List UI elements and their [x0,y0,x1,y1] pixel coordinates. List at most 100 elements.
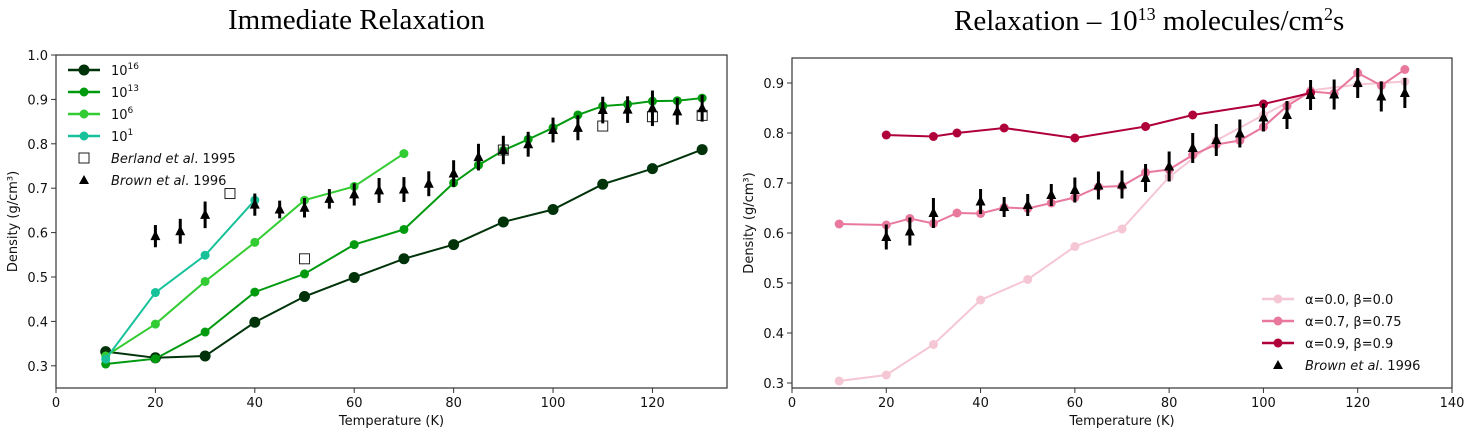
legend: 1016 1013 106 101 Berland et al. 1995 Brown e… [68,62,236,189]
data-point [250,287,260,297]
legend-label: Berland et al. 1995 [111,152,236,167]
x-axis-label: Temperature (K) [338,414,444,429]
plot-frame [791,57,1453,389]
data-point-triangle [1258,111,1269,122]
legend-marker-icon [1273,294,1283,304]
legend-label: α=0.7, β=0.75 [1305,315,1402,330]
data-point-triangle [1140,172,1151,182]
data-point-triangle [498,144,509,155]
data-point [928,132,938,141]
legend-item: Brown et al. 1996 [79,174,226,189]
x-tick-label: 40 [247,396,264,411]
x-axis-label: Temperature (K) [1068,414,1174,429]
data-point [696,144,708,156]
data-point-triangle [423,177,434,188]
x-tick-label: 60 [346,396,363,411]
data-point-triangle [299,201,310,212]
x-tick-label: 0 [788,396,796,411]
data-point [573,110,583,120]
title-part: molecules/cm [1155,5,1324,37]
data-point-triangle [1352,77,1363,87]
y-tick-label: 0.3 [27,360,48,375]
legend-item: 101 [68,128,133,145]
data-point [349,240,359,250]
x-tick-label: 100 [1251,396,1276,411]
legend-label: 1013 [111,84,139,101]
data-point [497,216,509,228]
legend-item: 1013 [68,84,139,101]
data-point [1070,133,1080,143]
y-tick-label: 0.8 [763,127,784,142]
data-point-triangle [1376,90,1387,101]
data-point-triangle [1234,127,1245,138]
y-tick-label: 0.7 [27,182,48,197]
data-point-triangle [881,231,892,241]
data-point [1070,242,1080,251]
x-tick-label: 80 [445,396,462,411]
data-point-triangle [473,151,484,162]
y-tick-label: 0.4 [27,315,48,330]
data-point [299,291,311,303]
chart-title-right: Relaxation – 1013 molecules/cm2s [954,4,1344,38]
data-point [200,276,210,286]
data-point-triangle [904,225,915,236]
data-point [150,288,160,298]
data-point-triangle [175,225,186,236]
y-tick-label: 0.9 [27,93,48,108]
data-point-triangle [1093,179,1104,190]
data-point [101,354,111,364]
y-tick-label: 0.4 [763,327,784,342]
legend-item: Brown et al. 1996 [1273,359,1420,374]
legend-label: 101 [111,128,133,145]
y-axis-label: Density (g/cm³) [6,171,21,272]
series-line [839,68,1406,227]
series-line [104,199,256,360]
y-axis-label: Density (g/cm³) [742,172,757,273]
data-point-triangle [999,201,1010,211]
y-tick-label: 0.6 [27,227,48,242]
legend-label: 1016 [111,62,139,79]
x-tick-label: 120 [1345,396,1370,411]
y-tick-label: 1.0 [27,49,48,64]
y-tick-label: 0.7 [763,177,784,192]
legend-label: α=0.9, β=0.9 [1305,337,1393,352]
data-point [300,269,310,279]
legend-label: Brown et al. 1996 [111,174,226,189]
data-point [200,250,210,260]
data-point [399,224,409,234]
legend-marker-icon [1273,316,1283,326]
series-line [886,92,1311,140]
data-point [399,149,409,159]
data-point-triangle [597,104,608,115]
legend-item: α=0.9, β=0.9 [1262,337,1393,352]
series-brown-et-al-1996 [881,68,1410,250]
data-point-triangle [349,188,360,199]
data-point [881,370,891,380]
data-point [1023,275,1033,284]
y-tick-label: 0.5 [27,271,48,286]
x-tick-label: 120 [640,396,665,411]
data-point [1188,110,1198,120]
title-part: s [1332,5,1345,37]
legend-marker-icon [1273,338,1283,348]
legend-marker-icon [78,64,90,76]
data-point-square [224,188,236,200]
data-point [250,237,260,247]
series-10-1 [101,195,260,364]
series-berland-et-al-1995 [224,109,708,265]
data-point [448,239,460,251]
y-tick-label: 0.8 [27,138,48,153]
data-point [1400,65,1410,74]
data-point [952,208,962,218]
data-point-triangle [1399,87,1410,97]
data-point [834,219,844,229]
data-point-triangle [1069,184,1080,194]
legend-label: α=0.0, β=0.0 [1305,293,1393,308]
data-point-triangle [697,102,708,113]
data-point-triangle [1117,178,1127,189]
series-10-13 [101,93,707,369]
data-point [999,123,1009,133]
chart-relaxation-1e13: 0 20 40 60 80 100 120 140 0.3 0.4 0.5 0.6 0.7 0.8 0.9 T… [742,57,1464,429]
data-point-triangle [374,184,385,195]
